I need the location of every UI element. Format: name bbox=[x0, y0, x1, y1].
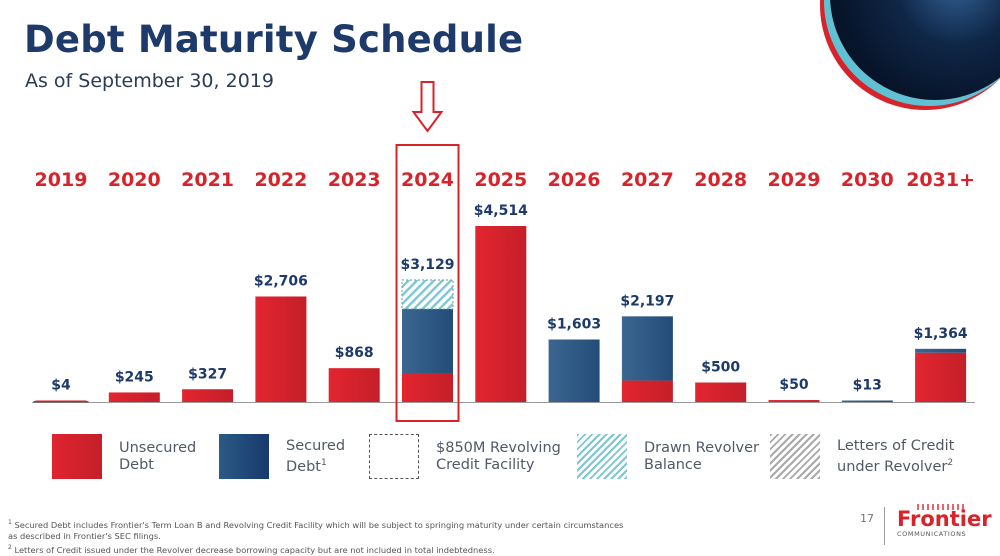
legend-label-letters-of-credit: Letters of Credit under Revolver2 bbox=[837, 438, 954, 476]
year-label-2029: 2029 bbox=[768, 169, 821, 191]
year-label-2023: 2023 bbox=[328, 169, 381, 191]
bar-segment-unsecured-2019 bbox=[33, 401, 89, 403]
legend-label-line2: Debt bbox=[286, 458, 321, 475]
legend-label-revolver: $850M Revolving Credit Facility bbox=[436, 440, 561, 474]
footnote-2: 2 Letters of Credit issued under the Rev… bbox=[8, 542, 728, 556]
legend-label-line2: Credit Facility bbox=[436, 456, 535, 473]
legend-item-letters-of-credit: Letters of Credit under Revolver2 bbox=[770, 434, 954, 479]
footnote-marker: 2 bbox=[947, 457, 954, 468]
value-label-2021: $327 bbox=[188, 366, 227, 382]
bar-segment-unsecured-2022 bbox=[255, 296, 307, 402]
logo-divider bbox=[884, 507, 885, 545]
footnotes: 1 Secured Debt includes Frontier's Term … bbox=[8, 517, 728, 556]
value-label-2023: $868 bbox=[335, 345, 374, 361]
footnote-marker: 2 bbox=[8, 543, 12, 551]
value-label-2019: $4 bbox=[51, 378, 71, 394]
value-label-2031plus: $1,364 bbox=[914, 326, 968, 342]
value-label-2030: $13 bbox=[853, 378, 882, 394]
down-arrow-icon bbox=[411, 81, 444, 133]
year-label-2020: 2020 bbox=[108, 169, 161, 191]
legend-label-drawn-revolver: Drawn Revolver Balance bbox=[644, 440, 759, 474]
year-label-2026: 2026 bbox=[548, 169, 601, 191]
value-label-2022: $2,706 bbox=[254, 273, 308, 289]
bar-segment-secured-2024 bbox=[402, 309, 453, 373]
year-label-2027: 2027 bbox=[621, 169, 674, 191]
legend-item-secured: Secured Debt1 bbox=[219, 434, 345, 479]
year-label-2024: 2024 bbox=[401, 169, 454, 191]
debt-maturity-chart: 2019 $4 2020 $245 2021 $327 2022 $2,706 2023 $868… bbox=[32, 81, 975, 422]
footnote-1-line1: Secured Debt includes Frontier's Term Lo… bbox=[14, 519, 624, 530]
bar-segment-unsecured-2020 bbox=[108, 392, 160, 402]
bar-segment-unsecured-2031plus bbox=[915, 352, 967, 402]
bar-segment-unsecured-2024 bbox=[402, 372, 453, 402]
bar-segment-unsecured-2029 bbox=[768, 400, 820, 402]
page-subtitle: As of September 30, 2019 bbox=[25, 70, 274, 92]
chart-legend: Unsecured Debt Secured Debt1 $850M Revol… bbox=[0, 434, 1000, 484]
legend-item-unsecured: Unsecured Debt bbox=[52, 434, 196, 479]
value-label-2025: $4,514 bbox=[474, 203, 528, 219]
drawn-revolver-swatch bbox=[577, 434, 627, 479]
legend-label-line1: Secured bbox=[286, 437, 346, 454]
value-label-2027: $2,197 bbox=[620, 293, 674, 309]
year-label-2019: 2019 bbox=[35, 169, 88, 191]
legend-label-line1: Letters of Credit bbox=[837, 437, 955, 454]
footnote-2-text: Letters of Credit issued under the Revol… bbox=[14, 544, 495, 555]
letters-of-credit-swatch bbox=[770, 434, 820, 479]
year-label-2031plus: 2031+ bbox=[906, 169, 975, 191]
value-label-2028: $500 bbox=[701, 360, 740, 376]
legend-item-revolver: $850M Revolving Credit Facility bbox=[369, 434, 561, 479]
logo-wordmark: Frontier bbox=[897, 507, 992, 531]
bar-segment-unsecured-2023 bbox=[328, 368, 380, 402]
bar-segment-drawn-2024 bbox=[401, 279, 454, 310]
legend-label-secured: Secured Debt1 bbox=[286, 438, 345, 476]
secured-swatch bbox=[219, 434, 269, 479]
footnote-1-line2: as described in Frontier's SEC filings. bbox=[8, 530, 161, 541]
legend-label-line2: under Revolver bbox=[837, 458, 948, 475]
footnote-marker: 1 bbox=[320, 457, 327, 468]
logo-subtitle: COMMUNICATIONS bbox=[897, 530, 967, 538]
year-label-2028: 2028 bbox=[694, 169, 747, 191]
revolver-swatch bbox=[369, 434, 419, 479]
value-label-2026: $1,603 bbox=[547, 316, 601, 332]
legend-label-line1: $850M Revolving bbox=[436, 439, 561, 456]
bar-segment-secured-2030 bbox=[841, 400, 893, 402]
legend-label-line2: Debt bbox=[119, 456, 154, 473]
value-label-2029: $50 bbox=[779, 377, 808, 393]
value-label-2024: $3,129 bbox=[400, 257, 454, 273]
bar-segment-secured-2026 bbox=[548, 339, 600, 402]
bar-segment-secured-2027 bbox=[621, 316, 673, 381]
logo-dots-icon bbox=[917, 504, 967, 510]
legend-label-unsecured: Unsecured Debt bbox=[119, 440, 196, 474]
footnote-1: 1 Secured Debt includes Frontier's Term … bbox=[8, 517, 728, 542]
value-label-2020: $245 bbox=[115, 369, 154, 385]
legend-label-line2: Balance bbox=[644, 456, 702, 473]
year-label-2021: 2021 bbox=[181, 169, 234, 191]
bar-segment-unsecured-2025 bbox=[475, 226, 527, 402]
unsecured-swatch bbox=[52, 434, 102, 479]
bar-segment-unsecured-2027 bbox=[621, 380, 673, 402]
page-title: Debt Maturity Schedule bbox=[24, 18, 524, 61]
frontier-logo: Frontier COMMUNICATIONS bbox=[897, 504, 992, 538]
page-number: 17 bbox=[860, 512, 874, 525]
legend-item-drawn-revolver: Drawn Revolver Balance bbox=[577, 434, 759, 479]
legend-label-line1: Drawn Revolver bbox=[644, 439, 759, 456]
legend-label-line1: Unsecured bbox=[119, 439, 197, 456]
year-label-2022: 2022 bbox=[254, 169, 307, 191]
bar-segment-unsecured-2028 bbox=[695, 382, 747, 402]
footnote-marker: 1 bbox=[8, 519, 12, 526]
highlight-box-2024 bbox=[395, 144, 460, 422]
bar-segment-unsecured-2021 bbox=[182, 389, 234, 402]
year-label-2025: 2025 bbox=[474, 169, 527, 191]
year-label-2030: 2030 bbox=[841, 169, 894, 191]
bar-segment-secured-2031plus bbox=[915, 348, 967, 353]
